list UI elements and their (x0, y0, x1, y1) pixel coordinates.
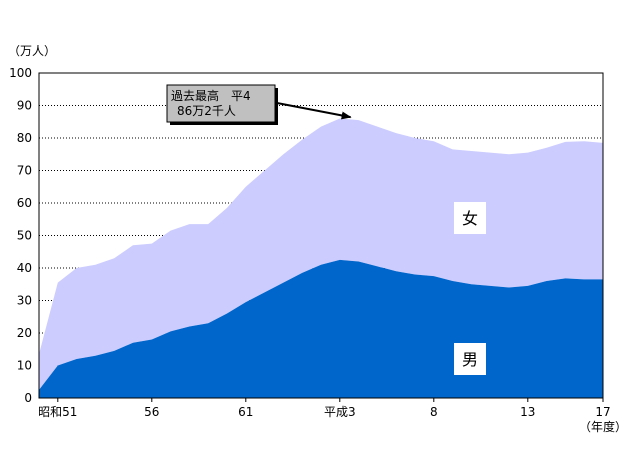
annotation-line-2: 86万2千人 (177, 104, 236, 118)
annotation-line-1: 過去最高 平4 (171, 88, 251, 103)
series-label-female: 女 (454, 202, 486, 234)
y-tick-label: 40 (17, 261, 32, 275)
y-tick-labels: 0 10 20 30 40 50 60 70 80 90 100 (9, 66, 32, 405)
y-axis-unit: （万人） (8, 44, 56, 58)
y-tick-label: 90 (17, 99, 32, 113)
peak-annotation: 過去最高 平4 86万2千人 (166, 84, 352, 125)
series-label-male: 男 (454, 343, 486, 375)
area-series (39, 118, 603, 398)
series-label-female-text: 女 (462, 209, 478, 228)
y-tick-label: 60 (17, 196, 32, 210)
x-tick-label: 13 (520, 405, 535, 419)
axes (38, 72, 604, 399)
x-tick-label: 昭和51 (38, 405, 77, 419)
x-tick-label: 61 (238, 405, 253, 419)
plot-frame (38, 72, 604, 399)
area-series-female (39, 118, 603, 390)
x-tick-label: 8 (430, 405, 438, 419)
x-axis-unit: （年度） (579, 419, 627, 434)
y-tick-label: 80 (17, 131, 32, 145)
series-label-male-text: 男 (462, 350, 478, 369)
x-tick-label: 56 (144, 405, 159, 419)
y-tick-label: 50 (17, 229, 32, 243)
y-tick-label: 100 (9, 66, 32, 80)
x-tick-label: 平成3 (324, 405, 356, 419)
y-tick-label: 70 (17, 164, 32, 178)
y-tick-label: 10 (17, 359, 32, 373)
x-tick-label: 17 (595, 405, 610, 419)
y-tick-label: 20 (17, 326, 32, 340)
x-tick-labels: 昭和51 56 61 平成3 8 13 17 (38, 398, 611, 419)
y-tick-label: 0 (24, 391, 32, 405)
annotation-arrow (276, 102, 352, 120)
y-tick-label: 30 (17, 294, 32, 308)
